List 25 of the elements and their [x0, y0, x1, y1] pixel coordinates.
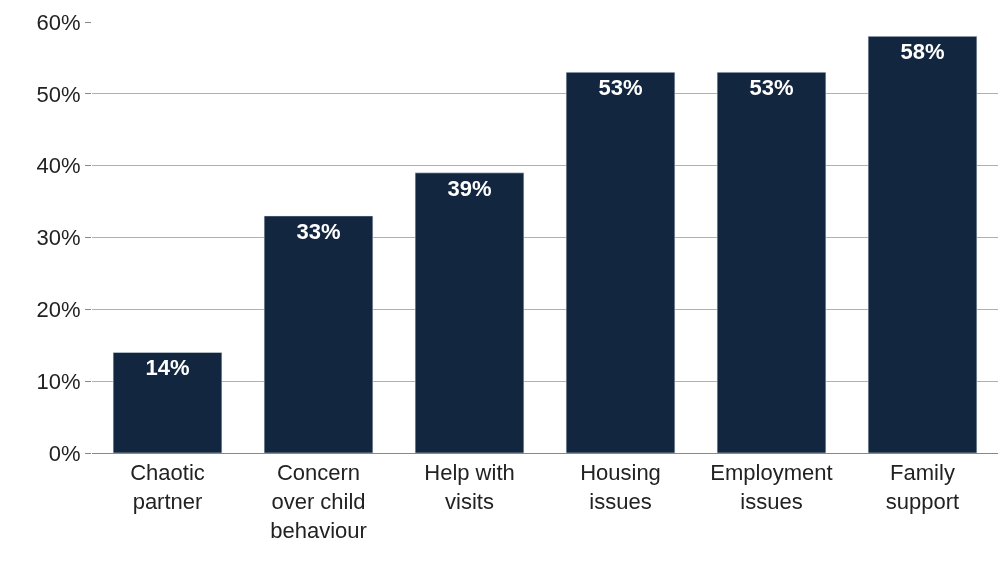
y-tick-label: 50% [36, 81, 81, 107]
bar [867, 36, 978, 453]
x-tick-label: Chaotic partner [130, 460, 205, 514]
data-label: 14% [145, 355, 190, 381]
y-tick-label: 10% [36, 368, 81, 394]
bar [716, 72, 827, 453]
bar [112, 352, 223, 453]
x-tick-label: Help with visits [424, 460, 515, 514]
x-tick-label: Concern over child behaviour [270, 460, 367, 543]
bar [263, 215, 374, 453]
y-tick-label: 30% [36, 225, 81, 251]
data-label: 58% [900, 39, 945, 65]
y-tick-label: 0% [48, 440, 81, 466]
data-label: 33% [296, 218, 341, 244]
data-label: 53% [598, 75, 643, 101]
x-tick-label: Housing issues [580, 460, 661, 514]
data-label: 39% [447, 175, 492, 201]
x-tick-label: Family support [885, 460, 960, 514]
bar [414, 172, 525, 453]
bar [565, 72, 676, 453]
y-tick-label: 40% [36, 153, 81, 179]
y-tick-label: 60% [36, 9, 81, 35]
data-label: 53% [749, 75, 794, 101]
x-tick-label: Employment issues [710, 460, 833, 514]
y-tick-label: 20% [36, 297, 81, 323]
